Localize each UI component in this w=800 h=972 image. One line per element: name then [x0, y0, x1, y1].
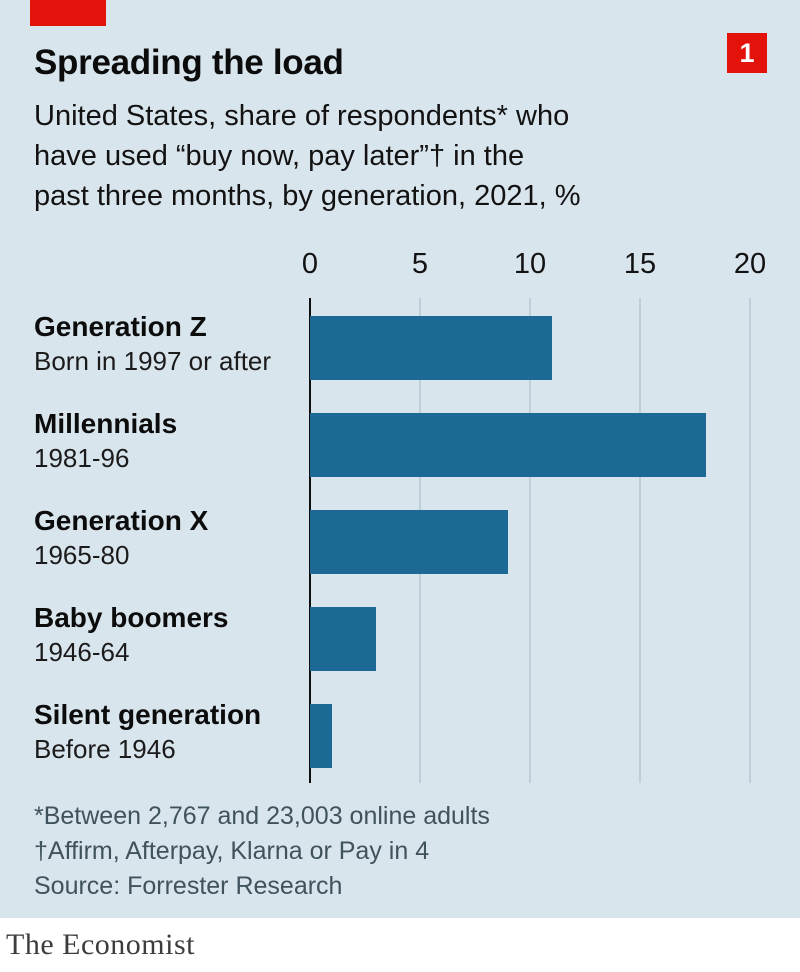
x-tick-label-15: 15 — [623, 248, 657, 280]
plot-area — [309, 298, 751, 783]
bar-row — [310, 395, 750, 492]
chart-title: Spreading the load — [34, 43, 344, 82]
gridline-20 — [749, 298, 751, 783]
category-sublabel: 1965-80 — [34, 540, 130, 570]
x-tick-label-5: 5 — [411, 248, 429, 280]
subtitle-line-2: have used “buy now, pay later”† in the — [34, 140, 525, 172]
bar-baby-boomers — [310, 607, 376, 671]
brand-strip: The Economist — [0, 918, 800, 972]
bar-generation-z — [310, 316, 552, 380]
brand-red-tab — [30, 0, 106, 26]
chart-subtitle: United States, share of respondents* who… — [34, 96, 766, 216]
bars — [310, 298, 750, 783]
category-label-silent-generation: Silent generation Before 1946 — [34, 686, 310, 783]
x-axis: 0 5 10 15 20 — [302, 248, 766, 298]
x-tick-label-20: 20 — [733, 248, 767, 280]
bar-chart: 0 5 10 15 20 Generation Z Born in 1997 o… — [34, 248, 766, 783]
category-sublabel: 1946-64 — [34, 637, 130, 667]
bar-row — [310, 492, 750, 589]
panel-number-badge: 1 — [727, 33, 767, 73]
bar-millennials — [310, 413, 706, 477]
subtitle-line-3: past three months, by generation, 2021, … — [34, 180, 581, 212]
footnote-sample: *Between 2,767 and 23,003 online adults — [34, 802, 490, 830]
bar-row — [310, 686, 750, 783]
gridline-15 — [639, 298, 641, 783]
footnotes: *Between 2,767 and 23,003 online adults … — [34, 799, 766, 904]
category-label-millennials: Millennials 1981-96 — [34, 395, 310, 492]
bar-generation-x — [310, 510, 508, 574]
bar-row — [310, 589, 750, 686]
subtitle-line-1: United States, share of respondents* who — [34, 100, 570, 132]
bar-silent-generation — [310, 704, 332, 768]
category-sublabel: Before 1946 — [34, 734, 176, 764]
category-label-baby-boomers: Baby boomers 1946-64 — [34, 589, 310, 686]
source-line: Source: Forrester Research — [34, 872, 343, 900]
category-labels: Generation Z Born in 1997 or after Mille… — [34, 298, 310, 783]
category-name: Silent generation — [34, 699, 262, 730]
gridline-10 — [529, 298, 531, 783]
x-tick-label-0: 0 — [301, 248, 319, 280]
category-name: Generation X — [34, 505, 209, 536]
category-name: Generation Z — [34, 311, 207, 342]
category-label-generation-z: Generation Z Born in 1997 or after — [34, 298, 310, 395]
category-name: Millennials — [34, 408, 178, 439]
economist-logo-text: The Economist — [6, 928, 195, 961]
chart-panel: 1 Spreading the load United States, shar… — [0, 0, 800, 918]
footnote-definition: †Affirm, Afterpay, Klarna or Pay in 4 — [34, 837, 430, 865]
x-tick-label-10: 10 — [513, 248, 547, 280]
category-label-generation-x: Generation X 1965-80 — [34, 492, 310, 589]
category-name: Baby boomers — [34, 602, 229, 633]
category-sublabel: 1981-96 — [34, 443, 130, 473]
chart-body: Generation Z Born in 1997 or after Mille… — [34, 298, 751, 783]
bar-row — [310, 298, 750, 395]
category-sublabel: Born in 1997 or after — [34, 346, 272, 376]
